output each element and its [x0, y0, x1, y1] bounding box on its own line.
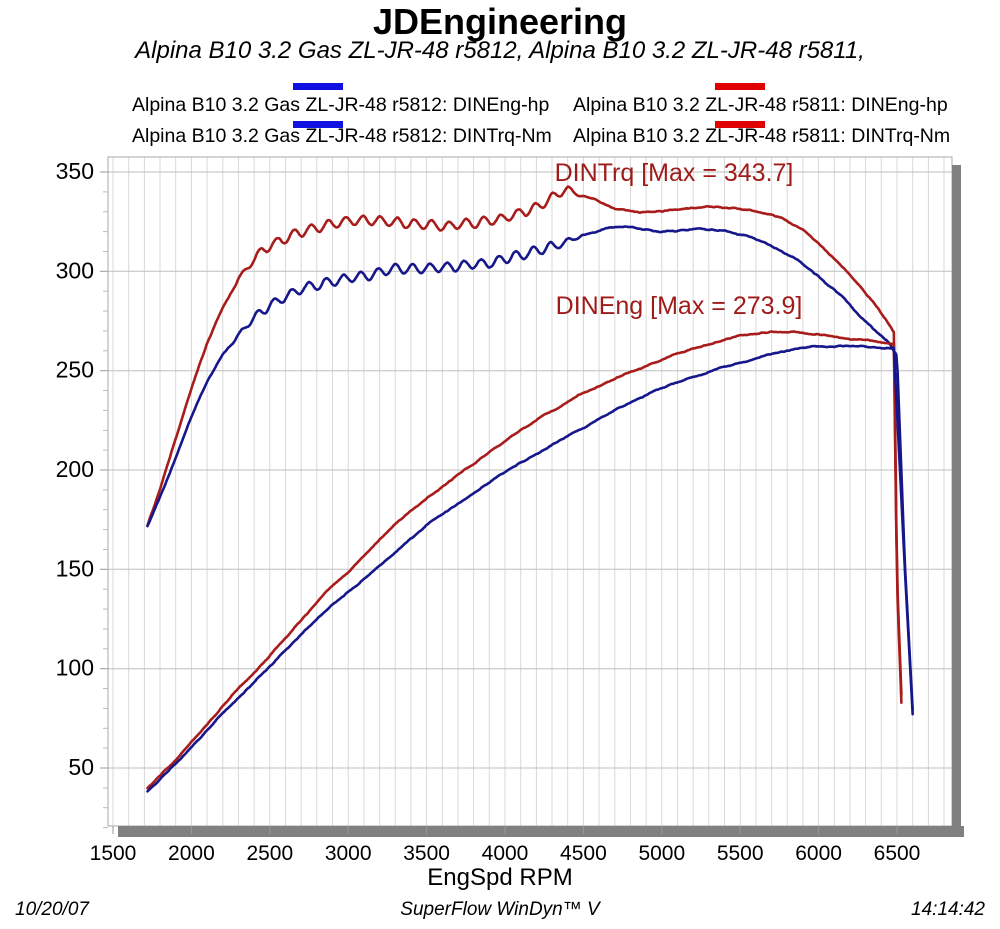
svg-text:DINEng [Max = 273.9]: DINEng [Max = 273.9] — [556, 292, 803, 320]
svg-text:Alpina B10 3.2 Gas ZL-JR-48 r5: Alpina B10 3.2 Gas ZL-JR-48 r5812: DINTr… — [132, 125, 552, 147]
svg-text:2500: 2500 — [246, 842, 293, 865]
svg-text:5500: 5500 — [717, 842, 764, 865]
svg-text:200: 200 — [56, 456, 94, 482]
svg-text:EngSpd RPM: EngSpd RPM — [427, 864, 572, 891]
svg-text:4500: 4500 — [560, 842, 607, 865]
svg-text:1500: 1500 — [90, 842, 137, 865]
svg-text:3500: 3500 — [403, 842, 450, 865]
svg-text:6000: 6000 — [795, 842, 842, 865]
svg-text:6500: 6500 — [874, 842, 921, 865]
svg-text:14:14:42: 14:14:42 — [911, 899, 985, 920]
svg-text:100: 100 — [56, 655, 94, 681]
svg-text:SuperFlow WinDyn™ V: SuperFlow WinDyn™ V — [400, 899, 602, 920]
svg-text:10/20/07: 10/20/07 — [15, 899, 90, 920]
svg-text:50: 50 — [68, 754, 94, 780]
svg-text:2000: 2000 — [168, 842, 215, 865]
svg-text:JDEngineering: JDEngineering — [373, 1, 627, 42]
svg-text:300: 300 — [56, 257, 94, 283]
svg-text:DINTrq [Max = 343.7]: DINTrq [Max = 343.7] — [555, 159, 794, 187]
svg-text:Alpina B10 3.2 Gas ZL-JR-48 r5: Alpina B10 3.2 Gas ZL-JR-48 r5812, Alpin… — [133, 37, 865, 64]
svg-text:Alpina B10 3.2 Gas ZL-JR-48 r5: Alpina B10 3.2 Gas ZL-JR-48 r5812: DINEn… — [132, 94, 549, 116]
svg-text:350: 350 — [56, 158, 94, 184]
svg-text:Alpina B10 3.2 ZL-JR-48 r5811:: Alpina B10 3.2 ZL-JR-48 r5811: DINTrq-Nm — [573, 125, 950, 147]
svg-text:4000: 4000 — [482, 842, 529, 865]
svg-text:Alpina B10 3.2 ZL-JR-48 r5811:: Alpina B10 3.2 ZL-JR-48 r5811: DINEng-hp — [573, 94, 948, 116]
svg-text:5000: 5000 — [638, 842, 685, 865]
svg-text:250: 250 — [56, 357, 94, 383]
svg-text:3000: 3000 — [325, 842, 372, 865]
svg-text:150: 150 — [56, 555, 94, 581]
